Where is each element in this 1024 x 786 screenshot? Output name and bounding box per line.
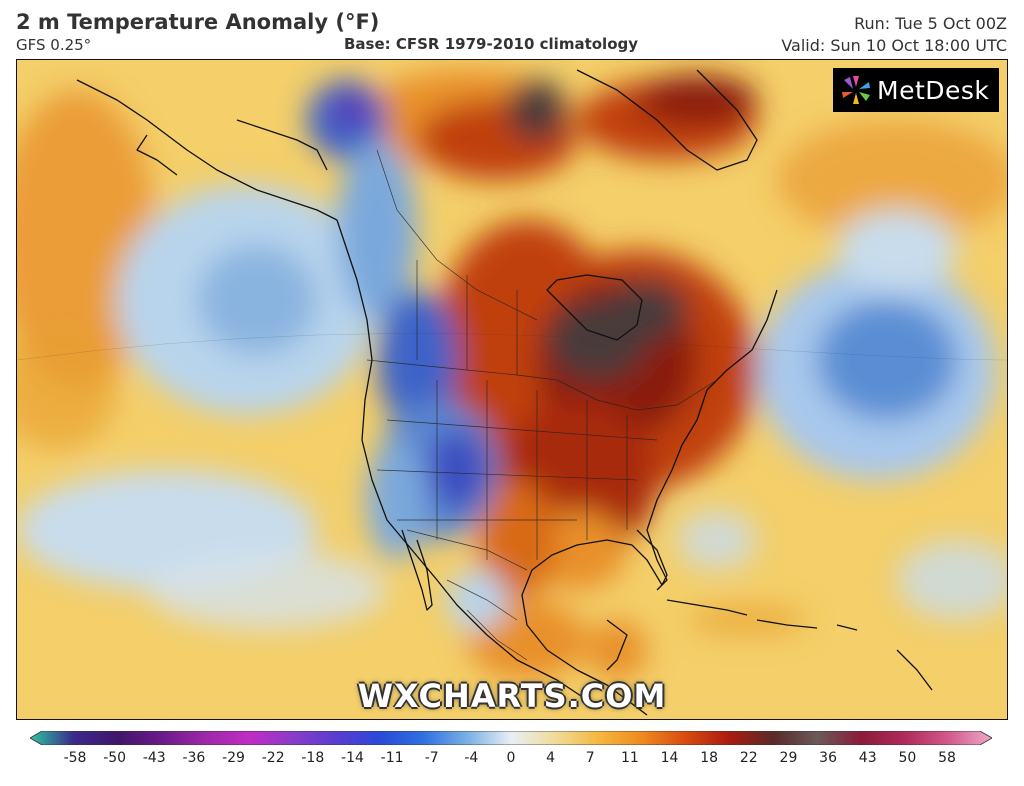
- legend-tick-label: -7: [424, 750, 439, 766]
- legend-tick-label: -58: [63, 750, 87, 766]
- borders: [366, 149, 718, 661]
- run-time-label: Run: Tue 5 Oct 00Z: [854, 14, 1007, 33]
- legend-tick-label: 29: [779, 750, 798, 766]
- legend-tick-label: 11: [620, 750, 639, 766]
- graticule-line: [17, 333, 1007, 361]
- temperature-anomaly-map: MetDesk WXCHARTS.COM: [16, 59, 1008, 720]
- legend-tick-label: -18: [301, 750, 325, 766]
- legend-tick-row: -58 -50 -43 -36 -29 -22 -18 -14 -11 -7 -4 0 4 7 11 14 18…: [0, 750, 1024, 770]
- legend-tick-label: -29: [222, 750, 245, 766]
- model-label: GFS 0.25°: [16, 36, 92, 54]
- legend-tick-label: 7: [585, 750, 595, 766]
- legend-tick-label: 14: [660, 750, 679, 766]
- legend-tick-label: 58: [938, 750, 956, 766]
- coastlines: [76, 69, 933, 716]
- legend-tick-label: 18: [700, 750, 719, 766]
- wxcharts-watermark: WXCHARTS.COM: [357, 677, 667, 715]
- legend-tick-label: -11: [380, 750, 404, 766]
- chart-title: 2 m Temperature Anomaly (°F): [16, 10, 380, 34]
- legend-tick-label: 0: [506, 750, 516, 766]
- legend-colorbar: [30, 731, 992, 745]
- map-canvas: [17, 60, 1007, 719]
- legend-tick-label: -22: [261, 750, 285, 766]
- legend-tick-label: -36: [182, 750, 206, 766]
- legend-tick-label: 43: [858, 750, 877, 766]
- legend-tick-label: -43: [142, 750, 166, 766]
- legend-tick-label: 22: [739, 750, 758, 766]
- legend-tick-label: 4: [546, 750, 556, 766]
- legend-tick-label: 50: [898, 750, 917, 766]
- legend-gradient-bar: [30, 731, 992, 745]
- legend-tick-label: -50: [103, 750, 127, 766]
- valid-time-label: Valid: Sun 10 Oct 18:00 UTC: [781, 36, 1007, 55]
- base-climatology-label: Base: CFSR 1979-2010 climatology: [344, 35, 639, 53]
- metdesk-logo-text: MetDesk: [877, 75, 990, 105]
- metdesk-logo: MetDesk: [833, 68, 999, 112]
- legend-tick-label: -14: [341, 750, 364, 766]
- metdesk-logo-icon: [842, 76, 870, 104]
- legend-tick-label: 36: [819, 750, 837, 766]
- legend-tick-label: -4: [464, 750, 479, 766]
